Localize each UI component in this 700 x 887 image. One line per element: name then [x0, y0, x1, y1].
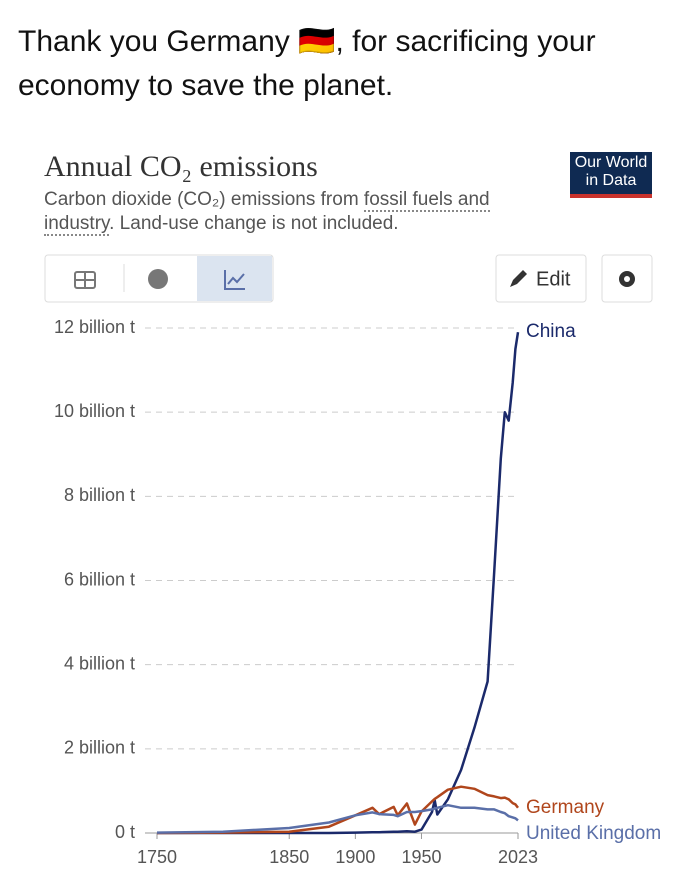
edit-button[interactable] — [495, 254, 587, 303]
x-tick-label: 1900 — [335, 847, 375, 867]
subtitle-text: . Land-use change is not included. — [109, 213, 399, 234]
y-tick-label: 12 billion t — [54, 317, 135, 337]
series-label: Germany — [526, 797, 605, 818]
series-label: China — [526, 321, 576, 342]
y-tick-label: 10 billion t — [54, 401, 135, 421]
series-line — [156, 803, 519, 834]
y-tick-label: 4 billion t — [64, 653, 135, 673]
x-tick-label: 1850 — [269, 847, 309, 867]
chart-subtitle: Carbon dioxide (CO₂) emissions from foss… — [44, 188, 514, 236]
toolbar: Edit — [44, 254, 653, 303]
gear-icon — [624, 276, 630, 282]
y-tick-label: 0 t — [115, 822, 135, 842]
table-icon[interactable] — [74, 271, 96, 289]
x-tick-label: 1950 — [401, 847, 441, 867]
x-tick-label: 2023 — [498, 847, 538, 867]
y-tick-label: 2 billion t — [64, 738, 135, 758]
subtitle-link[interactable]: fossil fuels and industry — [44, 189, 490, 236]
chart-icon — [227, 273, 245, 285]
y-tick-label: 8 billion t — [64, 485, 135, 505]
edit-label[interactable]: Edit — [536, 268, 571, 290]
pencil-icon — [510, 270, 527, 287]
post-text: Thank you Germany 🇩🇪, for sacrificing yo… — [18, 25, 596, 102]
chart-icon[interactable] — [224, 270, 245, 290]
y-tick-label: 6 billion t — [64, 569, 135, 589]
chart-title: Annual CO₂ emissions — [44, 150, 318, 183]
series-line — [157, 332, 520, 835]
map-icon[interactable] — [148, 269, 168, 289]
logo[interactable]: Our World in Data — [570, 152, 652, 198]
subtitle-text: Carbon dioxide (CO₂) emissions from — [44, 189, 364, 210]
x-tick-label: 1750 — [137, 847, 177, 867]
series-label: United Kingdom — [526, 823, 661, 844]
series-line — [156, 785, 519, 835]
